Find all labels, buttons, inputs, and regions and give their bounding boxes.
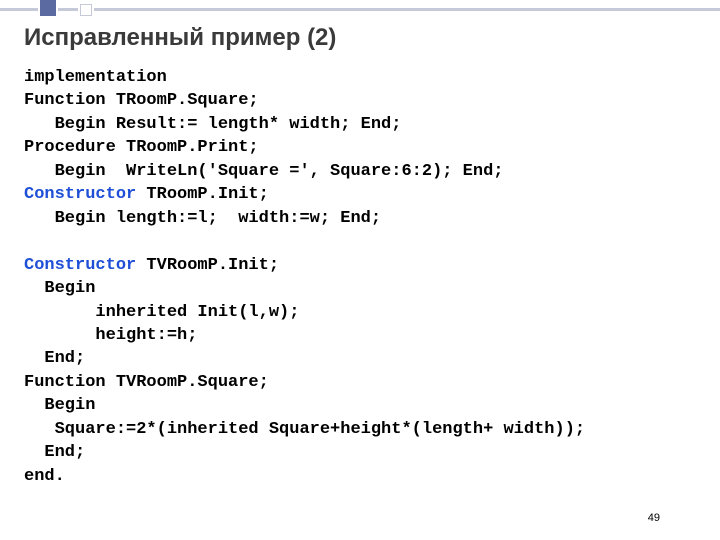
code-line: implementation — [24, 68, 167, 87]
code-line: End; — [24, 443, 85, 462]
code-keyword: Constructor — [24, 185, 136, 204]
code-line: Function TRoomP.Square; — [24, 91, 259, 110]
code-line: inherited Init(l,w); — [24, 303, 299, 322]
code-block: implementation Function TRoomP.Square; B… — [24, 66, 585, 488]
code-line: Function TVRoomP.Square; — [24, 373, 269, 392]
code-line: Begin Result:= length* width; End; — [24, 115, 401, 134]
code-line: Begin length:=l; width:=w; End; — [24, 209, 381, 228]
code-line: End; — [24, 349, 85, 368]
slide-title: Исправленный пример (2) — [24, 24, 336, 52]
code-line: end. — [24, 467, 65, 486]
code-line: Square:=2*(inherited Square+height*(leng… — [24, 420, 585, 439]
slide-decoration — [0, 0, 720, 20]
deco-bar-right — [94, 8, 720, 11]
deco-square-light — [80, 4, 92, 16]
code-line: height:=h; — [24, 326, 197, 345]
code-line: Procedure TRoomP.Print; — [24, 138, 259, 157]
deco-bar-mid — [58, 8, 78, 11]
deco-bar-left — [0, 8, 38, 11]
code-line: TRoomP.Init; — [136, 185, 269, 204]
code-line: Begin — [24, 396, 95, 415]
page-number: 49 — [648, 512, 660, 524]
code-keyword: Constructor — [24, 256, 136, 275]
code-line: TVRoomP.Init; — [136, 256, 279, 275]
code-line: Begin WriteLn('Square =', Square:6:2); E… — [24, 162, 503, 181]
deco-square-dark — [40, 0, 56, 16]
code-line: Begin — [24, 279, 95, 298]
